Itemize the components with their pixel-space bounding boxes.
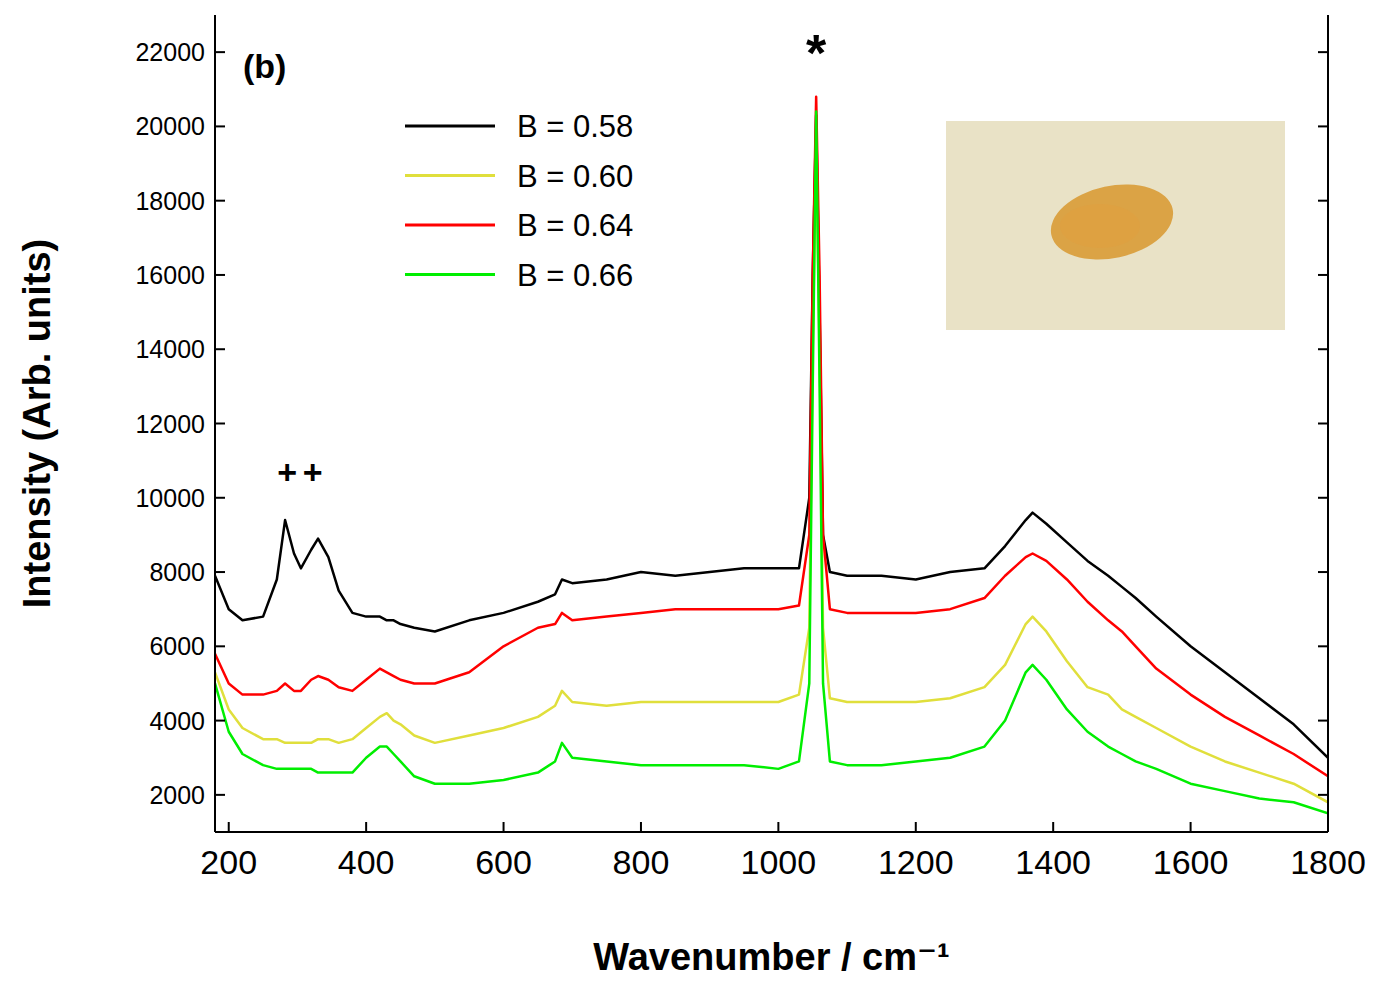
y-axis-title: Intensity (Arb. units) (16, 239, 58, 608)
series-line (215, 115, 1328, 757)
series-line (215, 145, 1328, 802)
x-tick-label: 600 (475, 843, 532, 881)
x-tick (1327, 822, 1329, 832)
inset-photo (946, 121, 1285, 330)
series-line (215, 97, 1328, 777)
y-tick-label: 14000 (135, 335, 205, 363)
legend-swatch (405, 174, 495, 177)
x-tick-label: 400 (338, 843, 395, 881)
y-tick (215, 200, 225, 202)
y-tick-right (1318, 200, 1328, 202)
x-tick (1052, 822, 1054, 832)
y-tick (215, 720, 225, 722)
x-tick (503, 822, 505, 832)
y-tick-right (1318, 571, 1328, 573)
x-tick (915, 822, 917, 832)
y-tick-label: 20000 (135, 112, 205, 140)
x-tick-label: 1600 (1153, 843, 1229, 881)
legend-label: B = 0.64 (517, 208, 633, 243)
legend: B = 0.58 B = 0.60 B = 0.64 B = 0.66 (405, 109, 633, 293)
x-tick-label: 200 (200, 843, 257, 881)
legend-swatch (405, 125, 495, 128)
y-tick (215, 645, 225, 647)
y-tick-label: 6000 (149, 632, 205, 660)
inset-spot (1044, 174, 1180, 270)
y-tick-right (1318, 51, 1328, 53)
y-tick (215, 423, 225, 425)
x-tick (365, 822, 367, 832)
y-tick-label: 4000 (149, 707, 205, 735)
x-axis (215, 831, 1328, 833)
y-tick (215, 497, 225, 499)
chart: 200 400 600 800 1000 1200 1400 1600 1800 2000 4000… (0, 0, 1382, 987)
y-tick-label: 8000 (149, 558, 205, 586)
x-tick-label: 1200 (878, 843, 954, 881)
y-tick-label: 10000 (135, 484, 205, 512)
y-tick (215, 274, 225, 276)
x-axis-title: Wavenumber / cm⁻¹ (593, 936, 950, 978)
y-tick-label: 2000 (149, 781, 205, 809)
x-tick (777, 822, 779, 832)
y-tick (215, 51, 225, 53)
y-tick-label: 22000 (135, 38, 205, 66)
y-tick-label: 12000 (135, 410, 205, 438)
x-tick-label: 1400 (1015, 843, 1091, 881)
panel-label: (b) (243, 47, 286, 85)
y-tick-label: 16000 (135, 261, 205, 289)
y-tick-right (1318, 348, 1328, 350)
y-tick-right (1318, 720, 1328, 722)
legend-swatch (405, 273, 495, 276)
y-tick-right (1318, 497, 1328, 499)
y-tick-right (1318, 423, 1328, 425)
y-tick-label: 18000 (135, 187, 205, 215)
legend-label: B = 0.60 (517, 159, 633, 194)
y-tick (215, 794, 225, 796)
legend-label: B = 0.58 (517, 109, 633, 144)
x-tick-label: 800 (613, 843, 670, 881)
y-tick-right (1318, 645, 1328, 647)
x-tick (228, 822, 230, 832)
inset-spot-core (1060, 204, 1140, 248)
annotation: + (277, 453, 297, 491)
x-tick (1190, 822, 1192, 832)
y-tick (215, 571, 225, 573)
y-tick-right (1318, 274, 1328, 276)
series-group (215, 97, 1328, 814)
x-tick (640, 822, 642, 832)
series-line (215, 112, 1328, 814)
x-tick-label: 1800 (1290, 843, 1366, 881)
annotation: * (806, 24, 827, 82)
inset-background (946, 121, 1285, 330)
legend-label: B = 0.66 (517, 258, 633, 293)
legend-swatch (405, 224, 495, 227)
y-tick-right (1318, 794, 1328, 796)
y-tick (215, 125, 225, 127)
y-tick (215, 348, 225, 350)
x-tick-label: 1000 (741, 843, 817, 881)
annotation: + (303, 453, 323, 491)
y-tick-right (1318, 125, 1328, 127)
